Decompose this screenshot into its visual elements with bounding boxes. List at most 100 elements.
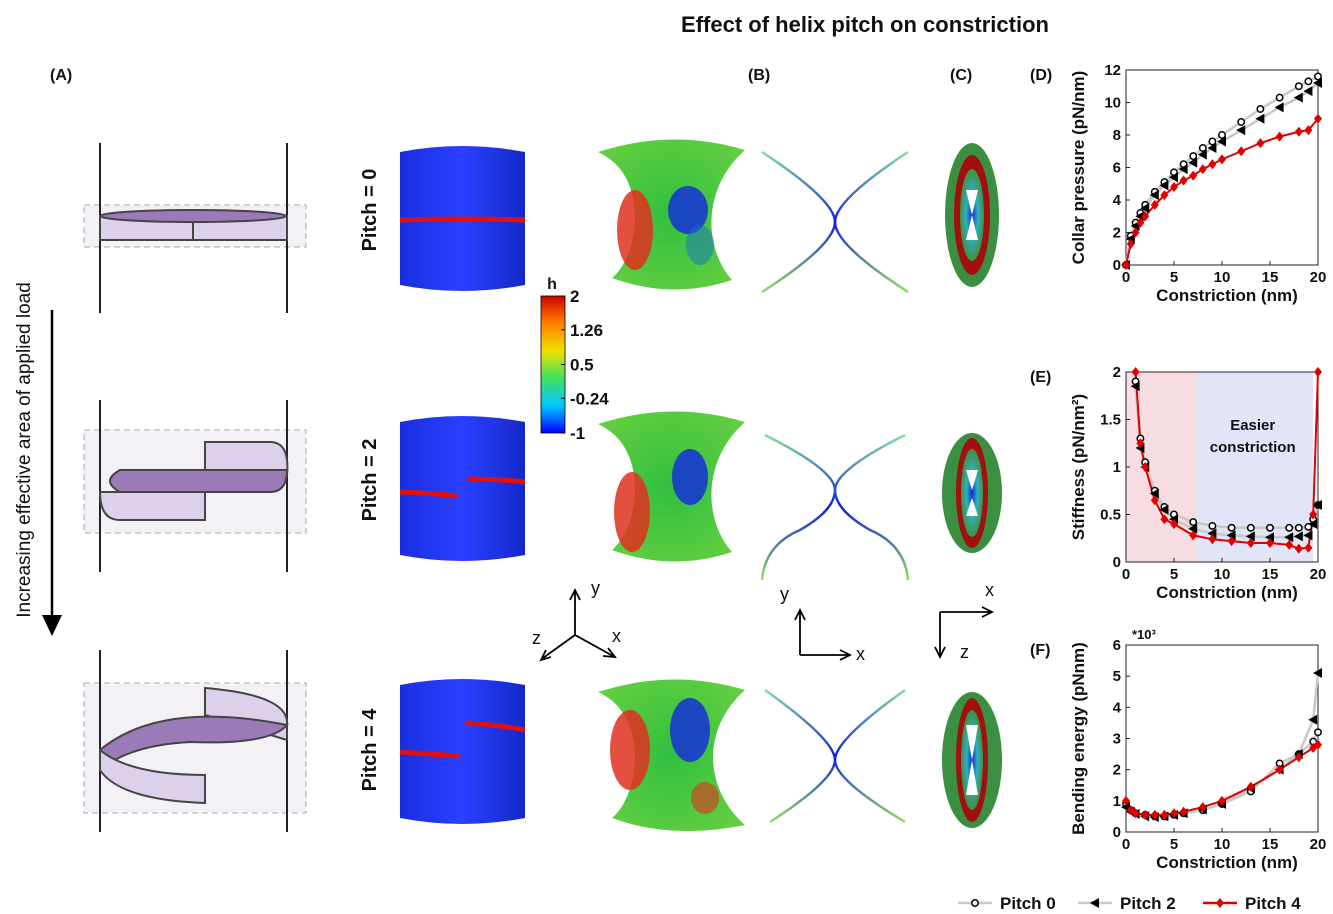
cylinder xyxy=(399,146,526,291)
panel-label: (E) xyxy=(1030,369,1051,386)
x-tick-label: 15 xyxy=(1262,566,1279,583)
marker xyxy=(1170,182,1178,192)
marker xyxy=(1150,809,1159,820)
cross-section xyxy=(760,433,910,581)
axes-triad xyxy=(539,587,995,662)
top-view xyxy=(942,433,1002,553)
marker xyxy=(1256,105,1265,113)
marker xyxy=(1170,519,1178,529)
marker xyxy=(1189,530,1198,541)
marker xyxy=(1179,806,1188,817)
marker xyxy=(1236,125,1246,136)
marker xyxy=(1256,138,1265,149)
marker xyxy=(1140,203,1150,214)
y-tick-label: 5 xyxy=(1113,668,1121,685)
x-tick-label: 5 xyxy=(1170,566,1178,583)
pitch-label: Pitch = 2 xyxy=(359,439,381,522)
top-view xyxy=(942,692,1002,828)
marker xyxy=(1266,538,1274,548)
plot-frame xyxy=(1125,69,1319,266)
marker xyxy=(1294,752,1303,763)
chart: 0 5 10 15 20 0 1 2 3 4 5 6 Constriction (nm) Bending … xyxy=(1030,627,1326,872)
axis-name: z xyxy=(960,642,969,662)
x-tick-label: 0 xyxy=(1122,566,1130,583)
series-line xyxy=(1124,75,1319,266)
y-tick-label: 4 xyxy=(1113,192,1122,209)
marker xyxy=(1304,77,1313,86)
marker xyxy=(1255,113,1265,124)
marker xyxy=(1198,144,1207,152)
marker xyxy=(1265,532,1274,543)
marker xyxy=(1313,668,1322,679)
pitch-label: Pitch = 0 xyxy=(359,169,381,252)
y-tick-label: 12 xyxy=(1104,62,1121,79)
axis-name: x xyxy=(612,626,621,646)
x-axis-label: Constriction (nm) xyxy=(1156,853,1298,872)
y-tick-label: 10 xyxy=(1104,95,1121,112)
marker xyxy=(1198,802,1207,813)
panel-label: (A) xyxy=(50,67,72,84)
y-tick-label: 4 xyxy=(1113,699,1122,716)
x-tick-label: 20 xyxy=(1310,269,1327,286)
marker xyxy=(1304,542,1313,553)
marker xyxy=(1246,538,1255,548)
marker xyxy=(1217,136,1226,147)
marker xyxy=(1304,125,1313,136)
marker xyxy=(1130,381,1140,392)
colorbar-tick-label: 2 xyxy=(570,287,579,306)
marker xyxy=(1189,518,1198,527)
marker xyxy=(1189,152,1198,161)
x-axis-label: Constriction (nm) xyxy=(1156,286,1298,305)
marker xyxy=(1141,809,1150,820)
marker xyxy=(1208,159,1217,170)
y-tick-label: 6 xyxy=(1113,637,1121,654)
marker xyxy=(1314,367,1322,377)
marker xyxy=(1314,739,1322,750)
x-tick-label: 10 xyxy=(1214,269,1231,286)
x-tick-label: 15 xyxy=(1262,269,1279,286)
pitch-label: Pitch = 4 xyxy=(359,708,381,792)
marker xyxy=(1178,164,1188,175)
marker xyxy=(1285,523,1294,532)
hourglass xyxy=(598,679,745,832)
marker xyxy=(1189,170,1198,181)
marker xyxy=(1308,519,1318,529)
marker xyxy=(1169,172,1178,183)
y-tick-label: 1 xyxy=(1113,793,1121,810)
y-tick-label: 0 xyxy=(1113,257,1121,274)
panel-label: (D) xyxy=(1030,67,1052,84)
marker xyxy=(1218,795,1226,806)
series-line xyxy=(1125,672,1320,819)
marker xyxy=(1285,539,1294,550)
marker xyxy=(1159,180,1169,191)
marker xyxy=(1303,86,1313,97)
y-tick-label: 6 xyxy=(1113,160,1121,177)
marker xyxy=(1246,523,1255,532)
y-axis-label: Stiffness (pN/nm²) xyxy=(1069,394,1088,540)
marker xyxy=(1160,190,1169,201)
y-tick-label: 0 xyxy=(1113,554,1121,571)
marker xyxy=(1208,534,1217,545)
marker xyxy=(1314,113,1322,124)
marker xyxy=(1313,500,1322,510)
marker xyxy=(1135,211,1145,222)
marker xyxy=(1188,523,1198,534)
cross-section xyxy=(764,688,906,824)
cylinder xyxy=(399,416,526,561)
marker xyxy=(1131,808,1140,819)
chart: 0 5 10 15 20 0 2 4 6 8 10 12 Constriction (nm) Collar… xyxy=(1030,62,1326,305)
marker xyxy=(1275,764,1284,775)
colorbar-ticks: 2 1.26 0.5 -0.24 -1 xyxy=(561,287,609,443)
x-tick-label: 10 xyxy=(1214,566,1231,583)
marker xyxy=(1170,808,1178,819)
y-axis-label: Bending energy (pNnm) xyxy=(1069,642,1088,835)
axis-name: x xyxy=(856,644,865,664)
marker xyxy=(1303,530,1313,541)
marker xyxy=(1227,536,1236,547)
marker xyxy=(1308,714,1318,725)
cylinder xyxy=(399,679,526,824)
schematic-pitch-4 xyxy=(83,650,307,832)
marker xyxy=(1314,72,1322,81)
marker xyxy=(1274,102,1284,113)
